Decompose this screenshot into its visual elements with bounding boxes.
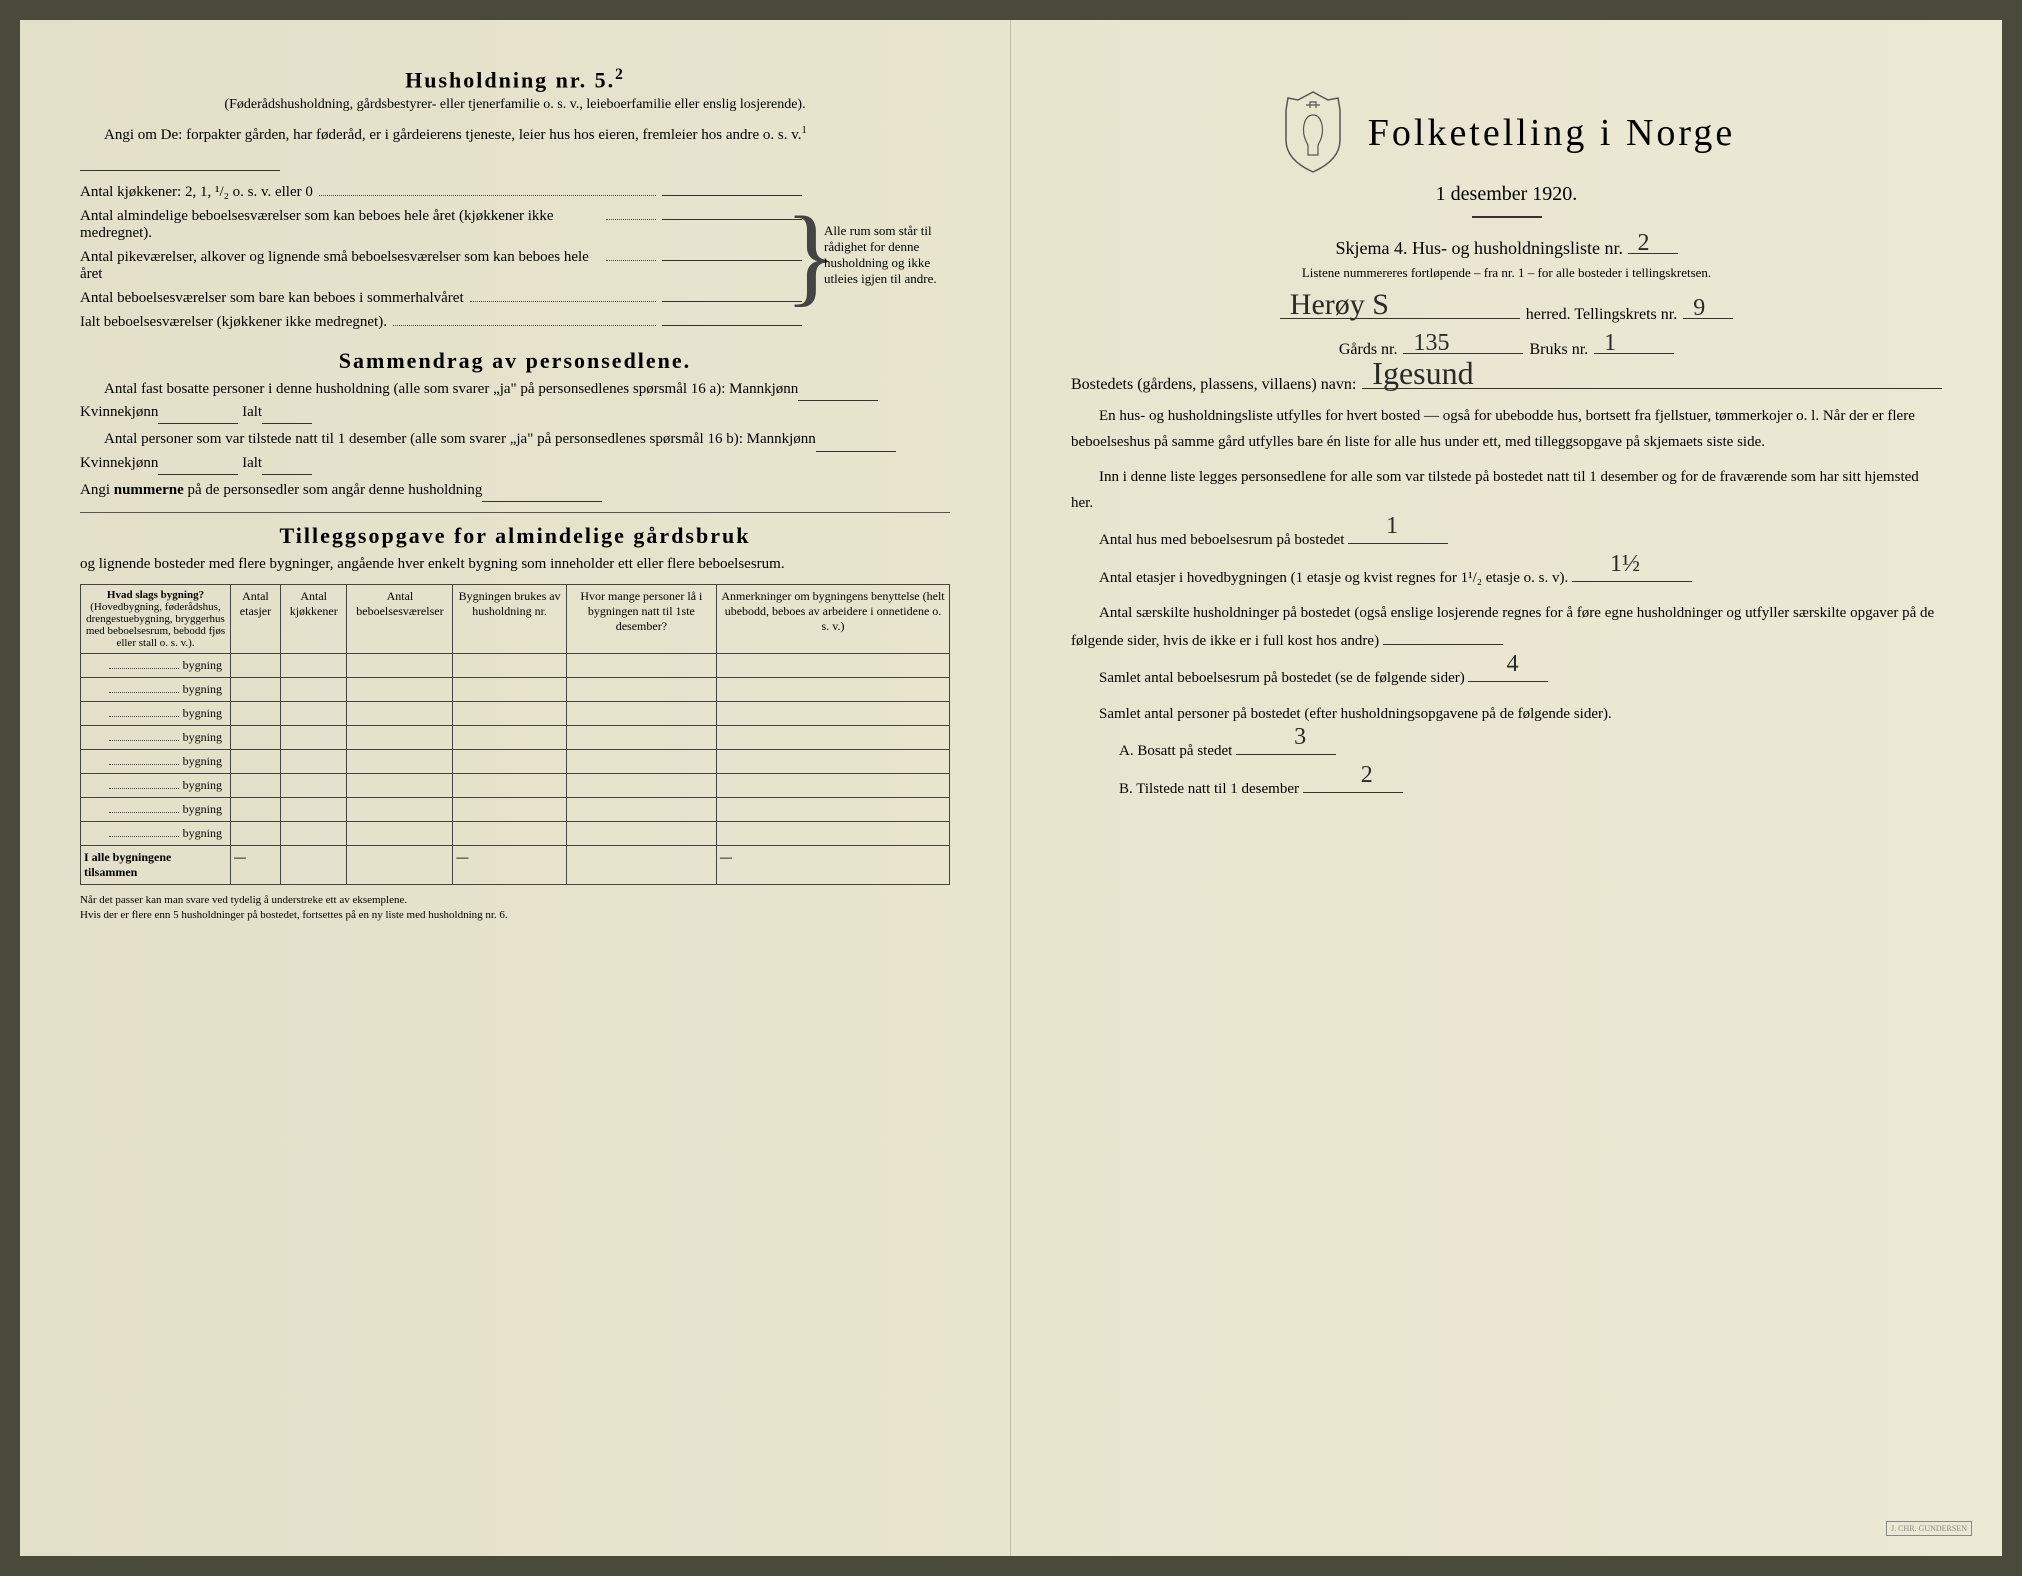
- table-row: bygning: [81, 654, 950, 678]
- bruks-value: 1: [1604, 330, 1616, 357]
- footnote: Når det passer kan man svare ved tydelig…: [80, 893, 950, 922]
- table-row: bygning: [81, 822, 950, 846]
- bygning-table: Hvad slags bygning? (Hovedbygning, føder…: [80, 584, 950, 885]
- qB: B. Tilstede natt til 1 desember 2: [1071, 775, 1942, 803]
- qA: A. Bosatt på stedet 3: [1071, 737, 1942, 765]
- qB-value: 2: [1313, 755, 1373, 796]
- table-row: bygning: [81, 774, 950, 798]
- sammendrag-title: Sammendrag av personsedlene.: [80, 348, 950, 374]
- q2: Antal etasjer i hovedbygningen (1 etasje…: [1071, 564, 1942, 592]
- angi-line: Angi om De: forpakter gården, har føderå…: [80, 123, 950, 171]
- skjema-line: Skjema 4. Hus- og husholdningsliste nr. …: [1071, 236, 1942, 259]
- table-sum-row: I alle bygningene tilsammen———: [81, 846, 950, 885]
- q4: Samlet antal beboelsesrum på bostedet (s…: [1071, 664, 1942, 692]
- rooms-row-1: Antal almindelige beboelsesværelser som …: [80, 208, 600, 242]
- tillegg-title: Tilleggsopgave for almindelige gårdsbruk: [80, 523, 950, 549]
- rooms-row-3: Antal beboelsesværelser som bare kan beb…: [80, 290, 464, 307]
- document-spread: Husholdning nr. 5.2 (Føderådshusholdning…: [20, 20, 2002, 1556]
- table-row: bygning: [81, 798, 950, 822]
- hh-subtitle: (Føderådshusholdning, gårdsbestyrer- ell…: [80, 97, 950, 113]
- qA-value: 3: [1246, 717, 1306, 758]
- rooms-row-4: Ialt beboelsesværelser (kjøkkener ikke m…: [80, 314, 387, 331]
- q4-value: 4: [1478, 644, 1518, 685]
- para1: En hus- og husholdningsliste utfylles fo…: [1071, 404, 1942, 455]
- liste-nr-value: 2: [1638, 230, 1650, 257]
- rooms-row-0: Antal kjøkkener: 2, 1, ¹/₂ o. s. v. elle…: [80, 184, 313, 201]
- sd-line3: Angi nummerne på de personsedler som ang…: [80, 479, 950, 502]
- th-etasjer: Antal etasjer: [231, 585, 281, 654]
- th-husholdning-nr: Bygningen brukes av husholdning nr.: [453, 585, 566, 654]
- title-block: Folketelling i Norge: [1071, 90, 1942, 175]
- rooms-block: Antal kjøkkener: 2, 1, ¹/₂ o. s. v. elle…: [80, 177, 950, 334]
- th-anmerkninger: Anmerkninger om bygningens benyttelse (h…: [716, 585, 949, 654]
- bosted-line: Bostedets (gårdens, plassens, villaens) …: [1071, 369, 1942, 394]
- sd-line2: Antal personer som var tilstede natt til…: [80, 428, 950, 475]
- right-page: Folketelling i Norge 1 desember 1920. Sk…: [1011, 20, 2002, 1556]
- crest-icon: [1278, 90, 1348, 175]
- tillegg-sub: og lignende bosteder med flere bygninger…: [80, 553, 950, 576]
- printer-stamp: J. CHR. GUNDERSEN: [1886, 1521, 1972, 1536]
- bosted-value: Igesund: [1372, 355, 1473, 392]
- liste-instruction: Listene nummereres fortløpende – fra nr.…: [1071, 265, 1942, 281]
- brace-text: Alle rum som står til rådighet for denne…: [820, 177, 950, 334]
- herred-value: Herøy S: [1290, 288, 1389, 322]
- table-row: bygning: [81, 726, 950, 750]
- sd-line1: Antal fast bosatte personer i denne hush…: [80, 378, 950, 425]
- krets-value: 9: [1693, 295, 1705, 322]
- q1-value: 1: [1358, 506, 1398, 547]
- q2-value: 1½: [1582, 544, 1640, 585]
- q5: Samlet antal personer på bostedet (efter…: [1071, 702, 1942, 728]
- hh-title: Husholdning nr. 5.2: [80, 66, 950, 93]
- table-row: bygning: [81, 750, 950, 774]
- main-title: Folketelling i Norge: [1368, 111, 1736, 155]
- q1: Antal hus med beboelsesrum på bostedet 1: [1071, 526, 1942, 554]
- gards-line: Gårds nr. 135 Bruks nr. 1: [1071, 334, 1942, 359]
- th-bygning: Hvad slags bygning? (Hovedbygning, føder…: [81, 585, 231, 654]
- para2: Inn i denne liste legges personsedlene f…: [1071, 465, 1942, 516]
- th-personer: Hvor mange personer lå i bygningen natt …: [566, 585, 716, 654]
- date-line: 1 desember 1920.: [1071, 183, 1942, 206]
- table-row: bygning: [81, 702, 950, 726]
- gards-value: 135: [1413, 330, 1449, 357]
- brace-icon: }: [802, 177, 820, 334]
- rooms-row-2: Antal pikeværelser, alkover og lignende …: [80, 249, 600, 283]
- table-row: bygning: [81, 678, 950, 702]
- th-kjokkener: Antal kjøkkener: [280, 585, 347, 654]
- left-page: Husholdning nr. 5.2 (Føderådshusholdning…: [20, 20, 1011, 1556]
- th-beboelsesvaerelser: Antal beboelsesværelser: [347, 585, 453, 654]
- herred-line: Herøy S herred. Tellingskrets nr. 9: [1071, 299, 1942, 324]
